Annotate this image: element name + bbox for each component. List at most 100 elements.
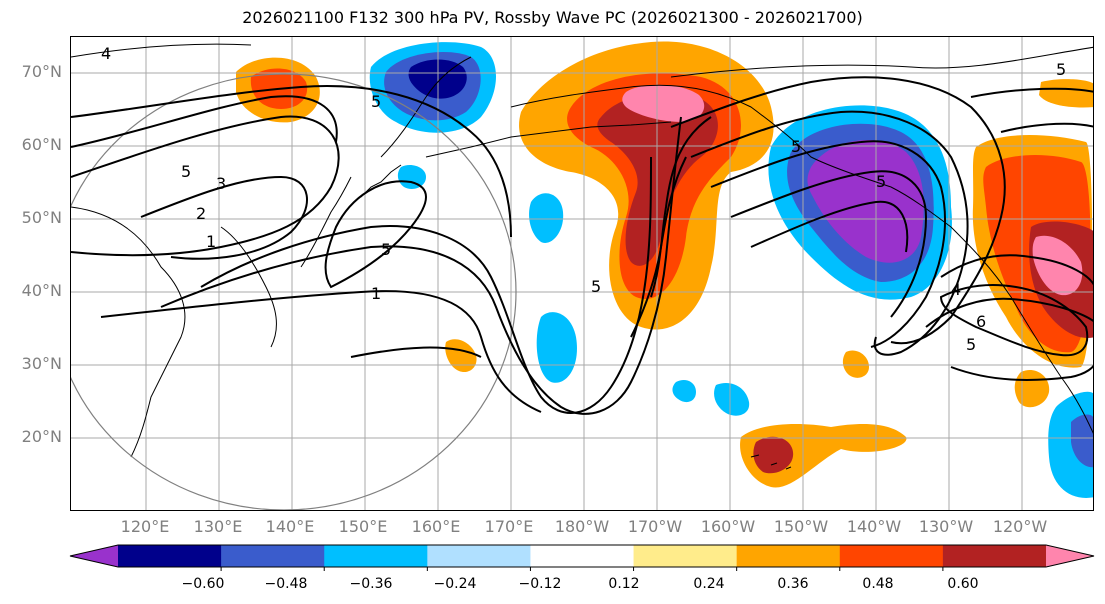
colorbar-tick-label: −0.60 bbox=[181, 576, 225, 592]
lon-label-120e: 120°E bbox=[120, 517, 170, 536]
contour-label: 5 bbox=[966, 335, 976, 354]
colorbar-segment bbox=[118, 545, 222, 567]
lon-label-140w: 140°W bbox=[846, 517, 902, 536]
lat-label-30: 30°N bbox=[21, 354, 62, 373]
positive-anomaly-small-6 bbox=[1039, 79, 1093, 108]
pv-contour-18 bbox=[950, 364, 1093, 381]
colorbar-segment bbox=[942, 545, 1047, 567]
lon-label-160e: 160°E bbox=[411, 517, 461, 536]
pv-contour-9 bbox=[350, 346, 482, 358]
coastline-asia bbox=[71, 206, 186, 458]
contour-label: 1 bbox=[371, 284, 381, 303]
contour-label: 1 bbox=[206, 232, 216, 251]
coastline-hawaii bbox=[750, 454, 792, 470]
contour-label: 5 bbox=[1056, 60, 1066, 79]
lat-label-60: 60°N bbox=[21, 135, 62, 154]
colorbar-segment bbox=[221, 545, 325, 567]
lon-label-170w: 170°W bbox=[627, 517, 683, 536]
negative-anomaly-small-2 bbox=[714, 382, 750, 416]
pv-contour-15 bbox=[940, 254, 1093, 286]
lat-label-20: 20°N bbox=[21, 427, 62, 446]
coastline-japan bbox=[300, 176, 352, 268]
lon-label-120w: 120°W bbox=[992, 517, 1048, 536]
lon-label-170e: 170°E bbox=[484, 517, 534, 536]
colorbar-tick-label: −0.12 bbox=[518, 576, 562, 592]
map-canvas: 4 5 5 3 2 1 5 1 5 5 4 5 6 5 5 bbox=[71, 37, 1093, 510]
negative-anomaly-gulf-of-alaska-core bbox=[807, 140, 924, 263]
lon-label-130w: 130°W bbox=[918, 517, 974, 536]
contour-labels: 4 5 5 3 2 1 5 1 5 5 4 5 6 5 5 bbox=[101, 44, 1066, 354]
colorbar-segment bbox=[839, 545, 944, 567]
pv-contours bbox=[71, 76, 1093, 415]
negative-anomaly-midpacific bbox=[536, 312, 577, 383]
colorbar-tick-label: −0.36 bbox=[349, 576, 393, 592]
coastline-kamchatka bbox=[380, 56, 472, 158]
pv-contour-11 bbox=[690, 110, 969, 356]
pv-contour-14 bbox=[750, 200, 909, 253]
map-title: 2026021100 F132 300 hPa PV, Rossby Wave … bbox=[242, 8, 863, 27]
positive-anomaly-small-3 bbox=[842, 350, 869, 378]
contour-label: 3 bbox=[216, 174, 226, 193]
lat-label-70: 70°N bbox=[21, 62, 62, 81]
colorbar-outline bbox=[69, 544, 1095, 568]
colorbar-tick-marks bbox=[220, 567, 944, 571]
contour-label: 5 bbox=[381, 240, 391, 259]
contour-label: 2 bbox=[196, 204, 206, 223]
pv-contour-19 bbox=[650, 116, 712, 298]
contour-label: 5 bbox=[181, 162, 191, 181]
lat-label-40: 40°N bbox=[21, 281, 62, 300]
colorbar-tick-label: 0.60 bbox=[947, 576, 979, 592]
coastlines bbox=[71, 43, 1093, 470]
contour-label: 5 bbox=[591, 277, 601, 296]
positive-anomaly-bering-peak bbox=[622, 84, 705, 122]
contour-label: 5 bbox=[371, 92, 381, 111]
coastline-north-america bbox=[950, 226, 1093, 434]
positive-anomaly-hawaii-core bbox=[753, 436, 794, 474]
negative-anomaly-small-1 bbox=[672, 380, 696, 403]
colorbar-segment bbox=[530, 545, 635, 567]
lon-label-150w: 150°W bbox=[773, 517, 829, 536]
contour-label: 6 bbox=[976, 312, 986, 331]
colorbar-segment bbox=[324, 545, 428, 567]
colorbar-tick-label: −0.48 bbox=[264, 576, 308, 592]
negative-anomaly-dateline bbox=[529, 193, 564, 243]
coastline-aleutians bbox=[425, 121, 672, 158]
colorbar-segment bbox=[427, 545, 531, 567]
pv-contour-2 bbox=[71, 95, 338, 148]
positive-anomaly-bering-core bbox=[597, 92, 718, 266]
contour-label: 5 bbox=[876, 172, 886, 191]
graticule bbox=[71, 37, 1093, 510]
pv-contour-1 bbox=[71, 115, 340, 257]
negative-anomaly-baja-core bbox=[1071, 414, 1093, 468]
pv-contour-17 bbox=[939, 284, 1089, 357]
pv-contour-8 bbox=[324, 180, 427, 289]
pv-contour-22 bbox=[1000, 122, 1093, 133]
coastline-alaska bbox=[510, 84, 952, 228]
pv-contour-20 bbox=[630, 156, 687, 338]
pv-contour-13 bbox=[730, 170, 928, 318]
range-circle-icon bbox=[71, 73, 517, 510]
colorbar-tick-label: 0.12 bbox=[608, 576, 640, 592]
colorbar-segment bbox=[633, 545, 738, 567]
colorbar-tick-label: 0.36 bbox=[777, 576, 809, 592]
lon-label-130e: 130°E bbox=[193, 517, 243, 536]
colorbar-tick-label: 0.48 bbox=[862, 576, 894, 592]
map-panel: 4 5 5 3 2 1 5 1 5 5 4 5 6 5 5 bbox=[70, 36, 1094, 511]
pv-contour-12 bbox=[710, 140, 947, 348]
pv-contour-10 bbox=[670, 76, 1006, 345]
colorbar-extend-low bbox=[70, 545, 118, 567]
pv-contour-21 bbox=[970, 87, 1093, 98]
lon-label-140e: 140°E bbox=[265, 517, 315, 536]
positive-anomaly-small-4 bbox=[1014, 369, 1050, 408]
anomaly-shading bbox=[236, 41, 1093, 498]
colorbar-extend-high bbox=[1046, 545, 1094, 567]
pv-contour-3 bbox=[140, 175, 308, 260]
colorbar-segment bbox=[736, 545, 841, 567]
lon-label-160w: 160°W bbox=[700, 517, 756, 536]
contour-label: 5 bbox=[791, 137, 801, 156]
coastline-arctic bbox=[71, 43, 1093, 78]
colorbar-tick-label: −0.24 bbox=[433, 576, 477, 592]
negative-anomaly-small-5 bbox=[397, 165, 426, 189]
coastline-korea-japan bbox=[220, 226, 277, 348]
pv-contour-4 bbox=[71, 85, 512, 238]
